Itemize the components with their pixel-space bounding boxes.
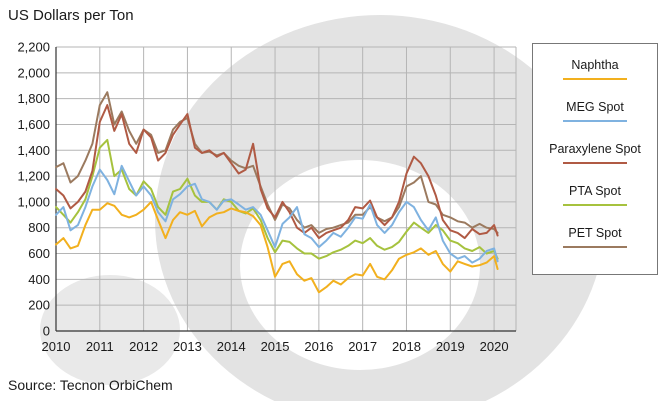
plot-area: 0 200 400 600 800 1,000 1,200 1,400 1,600 1,800 2,… — [17, 40, 517, 354]
legend-label: PTA Spot — [569, 184, 621, 198]
legend-swatch — [563, 162, 627, 164]
x-tick-label: 2019 — [436, 339, 465, 354]
x-tick-label: 2020 — [480, 339, 509, 354]
legend-label: MEG Spot — [566, 100, 624, 114]
y-tick-label: 400 — [28, 272, 50, 287]
series-line-pet-spot — [55, 91, 499, 234]
y-tick-label: 1,800 — [17, 91, 50, 106]
x-tick-label: 2018 — [392, 339, 421, 354]
y-tick-label: 800 — [28, 220, 50, 235]
y-tick-label: 0 — [43, 324, 50, 339]
y-tick-label: 1,200 — [17, 169, 50, 184]
legend-item: Naphtha — [533, 58, 657, 80]
x-tick-label: 2017 — [348, 339, 377, 354]
series-line-paraxylene-spot — [55, 104, 499, 240]
x-tick-label: 2014 — [217, 339, 246, 354]
y-tick-label: 1,600 — [17, 117, 50, 132]
legend-label: Paraxylene Spot — [549, 142, 641, 156]
x-tick-label: 2016 — [304, 339, 333, 354]
legend-label: PET Spot — [568, 226, 622, 240]
y-tick-label: 600 — [28, 246, 50, 261]
series-line-naphtha — [55, 200, 499, 294]
legend-item: PTA Spot — [533, 184, 657, 206]
y-axis-title: US Dollars per Ton — [8, 7, 134, 24]
x-tick-label: 2010 — [42, 339, 71, 354]
legend-item: MEG Spot — [533, 100, 657, 122]
y-tick-label: 2,000 — [17, 65, 50, 80]
series-line-pta-spot — [55, 138, 499, 260]
y-tick-label: 1,400 — [17, 143, 50, 158]
y-tick-label: 200 — [28, 298, 50, 313]
series-line-meg-spot — [55, 164, 499, 264]
x-tick-label: 2013 — [173, 339, 202, 354]
y-tick-label: 1,000 — [17, 194, 50, 209]
legend-item: Paraxylene Spot — [533, 142, 657, 164]
background-swirl — [40, 15, 605, 406]
legend-swatch — [563, 246, 627, 248]
legend-swatch — [563, 120, 627, 122]
x-tick-label: 2015 — [261, 339, 290, 354]
chart-legend: Naphtha MEG Spot Paraxylene Spot PTA Spot PE… — [532, 43, 658, 275]
legend-item: PET Spot — [533, 226, 657, 248]
legend-label: Naphtha — [571, 58, 619, 72]
x-tick-label: 2011 — [86, 339, 114, 354]
legend-swatch — [563, 204, 627, 206]
source-note: Source: Tecnon OrbiChem — [8, 377, 173, 393]
x-tick-label: 2012 — [129, 339, 158, 354]
legend-swatch — [563, 78, 627, 80]
y-tick-label: 2,200 — [17, 40, 50, 55]
